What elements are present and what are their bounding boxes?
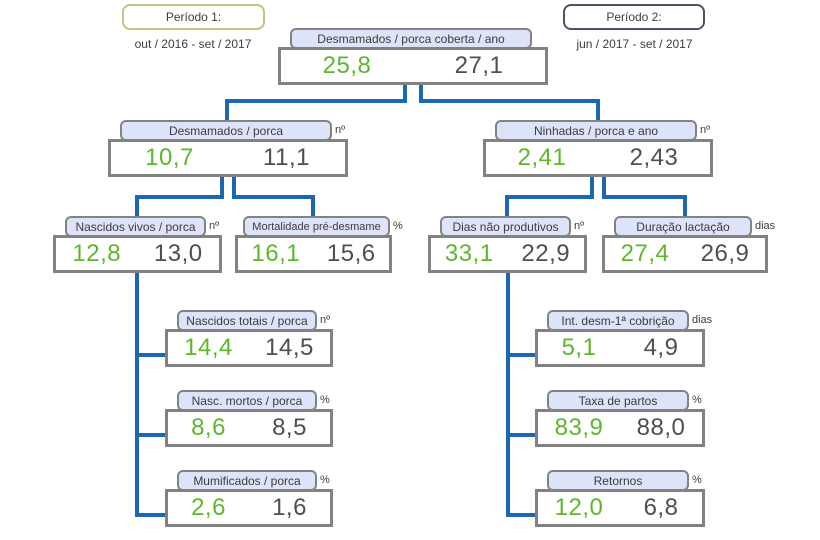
period1-value: 2,6 (191, 494, 226, 521)
kpi-values: 16,1 15,6 (235, 235, 392, 273)
kpi-unit: nº (335, 124, 346, 136)
period1-value: 83,9 (554, 414, 604, 441)
kpi-values: 33,1 22,9 (428, 235, 587, 273)
kpi-node-duracao-lactacao: Duração lactação dias 27,4 26,9 (602, 216, 775, 273)
kpi-node-mortalidade-pre-desmame: Mortalidade pré-desmame % 16,1 15,6 (235, 216, 403, 273)
period1-value: 14,4 (184, 334, 233, 361)
kpi-title: Int. desm-1ª cobrição (547, 310, 689, 331)
kpi-title: Nasc. mortos / porca (177, 390, 317, 411)
period2-value: 88,0 (636, 414, 686, 441)
period1-value: 8,6 (191, 414, 226, 441)
kpi-unit: nº (209, 220, 220, 232)
period1-range: out / 2016 - set / 2017 (134, 37, 252, 51)
kpi-values: 8,6 8,5 (165, 409, 333, 447)
period2-value: 6,8 (643, 494, 679, 521)
kpi-title: Dias não produtivos (440, 216, 571, 237)
kpi-node-nascidos-totais-porca: Nascidos totais / porca nº 14,4 14,5 (165, 310, 333, 367)
period1-value: 5,1 (561, 334, 597, 361)
kpi-unit: nº (574, 220, 585, 232)
kpi-values: 10,7 11,1 (108, 139, 348, 177)
kpi-title: Desmamados / porca (120, 120, 332, 141)
period2-value: 13,0 (153, 240, 203, 267)
period2-value: 2,43 (629, 144, 679, 171)
kpi-unit: % (320, 474, 330, 486)
kpi-values: 12,8 13,0 (53, 235, 222, 273)
connector-right-to-duracao-lactacao (602, 177, 687, 217)
period1-value: 27,4 (620, 240, 670, 267)
period2-value: 14,5 (265, 334, 314, 361)
kpi-title: Mortalidade pré-desmame (243, 216, 390, 237)
period1-value: 16,1 (251, 240, 301, 267)
connector-left-to-mortalidade (232, 177, 315, 217)
connector-right-chain-spine (506, 273, 538, 517)
kpi-values: 27,4 26,9 (602, 235, 768, 273)
kpi-node-mumificados-porca: Mumificados / porca % 2,6 1,6 (165, 470, 333, 527)
kpi-title: Duração lactação (614, 216, 752, 237)
kpi-unit: nº (320, 314, 331, 326)
period2-value: 27,1 (454, 52, 504, 79)
period1-value: 12,8 (72, 240, 122, 267)
kpi-title: Retornos (547, 470, 689, 491)
kpi-unit: dias (755, 220, 776, 232)
period1-legend: Período 1: (122, 4, 265, 30)
kpi-values: 14,4 14,5 (165, 329, 333, 367)
period2-value: 8,5 (272, 414, 307, 441)
period1-value: 12,0 (554, 494, 604, 521)
kpi-unit: dias (692, 314, 713, 326)
kpi-values: 2,41 2,43 (483, 139, 713, 177)
connector-top-to-left (225, 85, 407, 121)
kpi-unit: % (393, 220, 403, 232)
period2-value: 11,1 (263, 144, 310, 171)
kpi-title: Desmamados / porca coberta / ano (290, 28, 532, 49)
period2-value: 1,6 (272, 494, 307, 521)
kpi-unit: % (692, 474, 702, 486)
connector-left-chain-spine (135, 273, 168, 517)
kpi-values: 5,1 4,9 (535, 329, 705, 367)
kpi-unit: % (320, 394, 330, 406)
kpi-title: Ninhadas / porca e ano (495, 120, 697, 141)
period1-value: 2,41 (517, 144, 567, 171)
kpi-node-nasc-mortos-porca: Nasc. mortos / porca % 8,6 8,5 (165, 390, 333, 447)
kpi-node-taxa-de-partos: Taxa de partos % 83,9 88,0 (535, 390, 705, 447)
kpi-unit: nº (700, 124, 711, 136)
period1-value: 10,7 (145, 144, 194, 171)
period2-value: 4,9 (643, 334, 679, 361)
kpi-node-retornos: Retornos % 12,0 6,8 (535, 470, 705, 527)
period2-label: Período 2: (606, 10, 662, 24)
kpi-values: 2,6 1,6 (165, 489, 333, 527)
connector-top-to-right (419, 85, 600, 121)
kpi-node-desmamados-porca: Desmamados / porca nº 10,7 11,1 (108, 120, 348, 177)
period2-value: 22,9 (521, 240, 571, 267)
period2-legend: Período 2: (563, 4, 705, 30)
kpi-node-dias-nao-produtivos: Dias não produtivos nº 33,1 22,9 (428, 216, 587, 273)
kpi-values: 83,9 88,0 (535, 409, 705, 447)
connector-left-to-nascidos-vivos (135, 177, 224, 217)
kpi-title: Mumificados / porca (177, 470, 317, 491)
period2-range: jun / 2017 - set / 2017 (576, 37, 693, 51)
kpi-node-int-desm-primeira-cobricao: Int. desm-1ª cobrição dias 5,1 4,9 (535, 310, 712, 367)
period2-value: 26,9 (700, 240, 750, 267)
kpi-node-desmamados-porca-coberta-ano: Desmamados / porca coberta / ano 25,8 27… (278, 28, 548, 85)
period1-value: 33,1 (444, 240, 494, 267)
period1-value: 25,8 (322, 52, 372, 79)
kpi-node-nascidos-vivos-porca: Nascidos vivos / porca nº 12,8 13,0 (53, 216, 222, 273)
period2-value: 15,6 (326, 240, 376, 267)
kpi-title: Nascidos vivos / porca (65, 216, 206, 237)
kpi-values: 12,0 6,8 (535, 489, 705, 527)
kpi-unit: % (692, 394, 702, 406)
connector-right-to-dias-nao-produtivos (505, 177, 594, 217)
kpi-values: 25,8 27,1 (278, 47, 548, 85)
period1-label: Período 1: (165, 10, 222, 24)
kpi-title: Taxa de partos (547, 390, 689, 411)
kpi-title: Nascidos totais / porca (177, 310, 317, 331)
kpi-node-ninhadas-porca-ano: Ninhadas / porca e ano nº 2,41 2,43 (483, 120, 713, 177)
